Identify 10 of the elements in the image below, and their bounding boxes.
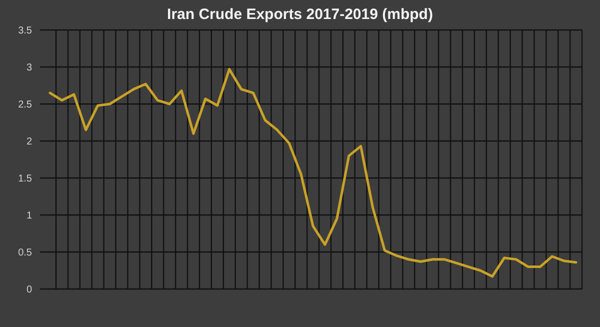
y-tick-label: 3 xyxy=(26,62,32,74)
line-series xyxy=(48,68,578,278)
chart-title: Iran Crude Exports 2017-2019 (mbpd) xyxy=(167,6,433,23)
y-tick-label: 2 xyxy=(26,136,32,148)
y-tick-label: 3.5 xyxy=(18,26,32,36)
y-tick-label: 1.5 xyxy=(18,174,32,184)
y-tick-label: 0.5 xyxy=(18,248,32,258)
y-tick-label: 1 xyxy=(26,210,32,222)
y-tick-label: 2.5 xyxy=(18,100,32,110)
y-tick-label: 0 xyxy=(26,284,32,296)
